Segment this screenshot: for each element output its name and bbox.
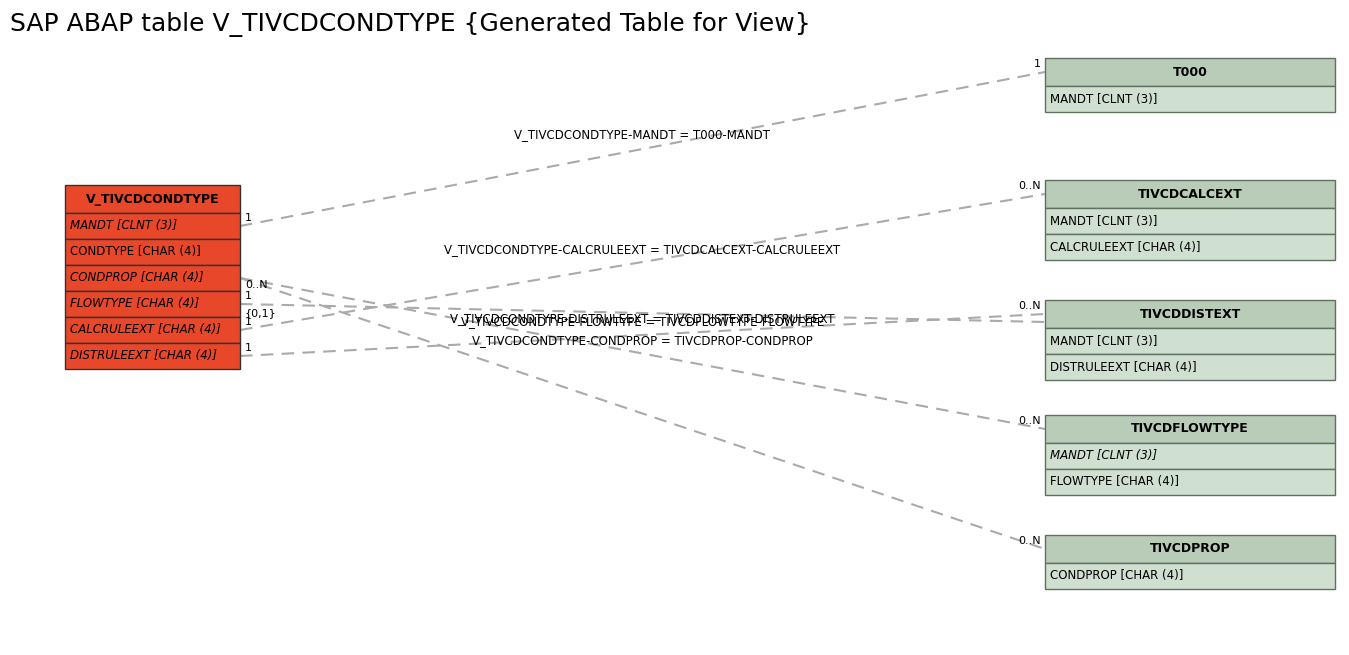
Text: 1: 1 [246, 213, 252, 223]
Text: TIVCDPROP: TIVCDPROP [1149, 542, 1230, 555]
Text: MANDT [CLNT (3)]: MANDT [CLNT (3)] [1050, 214, 1157, 227]
Text: 0..N: 0..N [1018, 536, 1041, 546]
FancyBboxPatch shape [65, 343, 240, 369]
Text: 1: 1 [246, 343, 252, 353]
FancyBboxPatch shape [1045, 535, 1336, 563]
Text: V_TIVCDCONDTYPE-FLOWTYPE = TIVCDFLOWTYPE-FLOWTYPE: V_TIVCDCONDTYPE-FLOWTYPE = TIVCDFLOWTYPE… [461, 315, 824, 328]
Text: TIVCDDISTEXT: TIVCDDISTEXT [1140, 307, 1241, 320]
Text: CONDPROP [CHAR (4)]: CONDPROP [CHAR (4)] [1050, 569, 1183, 582]
FancyBboxPatch shape [1045, 443, 1336, 469]
FancyBboxPatch shape [65, 317, 240, 343]
Text: 0..N: 0..N [1018, 181, 1041, 191]
FancyBboxPatch shape [65, 213, 240, 239]
FancyBboxPatch shape [1045, 86, 1336, 112]
Text: TIVCDFLOWTYPE: TIVCDFLOWTYPE [1130, 422, 1249, 436]
Text: MANDT [CLNT (3)]: MANDT [CLNT (3)] [1050, 449, 1157, 462]
Text: {0,1}: {0,1} [246, 308, 277, 318]
Text: CONDTYPE [CHAR (4)]: CONDTYPE [CHAR (4)] [70, 246, 201, 259]
FancyBboxPatch shape [1045, 354, 1336, 380]
Text: V_TIVCDCONDTYPE-CALCRULEEXT = TIVCDCALCEXT-CALCRULEEXT: V_TIVCDCONDTYPE-CALCRULEEXT = TIVCDCALCE… [444, 243, 840, 256]
Text: V_TIVCDCONDTYPE-DISTRULEEXT = TIVCDDISTEXT-DISTRULEEXT: V_TIVCDCONDTYPE-DISTRULEEXT = TIVCDDISTE… [451, 312, 835, 325]
Text: MANDT [CLNT (3)]: MANDT [CLNT (3)] [1050, 92, 1157, 105]
FancyBboxPatch shape [1045, 415, 1336, 443]
Text: SAP ABAP table V_TIVCDCONDTYPE {Generated Table for View}: SAP ABAP table V_TIVCDCONDTYPE {Generate… [9, 12, 811, 37]
Text: 1: 1 [246, 317, 252, 327]
Text: 0..N: 0..N [1018, 301, 1041, 311]
FancyBboxPatch shape [1045, 208, 1336, 234]
Text: V_TIVCDCONDTYPE-CONDPROP = TIVCDPROP-CONDPROP: V_TIVCDCONDTYPE-CONDPROP = TIVCDPROP-CON… [472, 335, 813, 348]
Text: V_TIVCDCONDTYPE-MANDT = T000-MANDT: V_TIVCDCONDTYPE-MANDT = T000-MANDT [514, 128, 770, 141]
Text: CALCRULEEXT [CHAR (4)]: CALCRULEEXT [CHAR (4)] [1050, 240, 1201, 253]
FancyBboxPatch shape [1045, 328, 1336, 354]
Text: CONDPROP [CHAR (4)]: CONDPROP [CHAR (4)] [70, 272, 204, 284]
Text: FLOWTYPE [CHAR (4)]: FLOWTYPE [CHAR (4)] [1050, 476, 1179, 489]
Text: CALCRULEEXT [CHAR (4)]: CALCRULEEXT [CHAR (4)] [70, 324, 221, 337]
Text: 1: 1 [246, 291, 252, 301]
FancyBboxPatch shape [65, 239, 240, 265]
Text: DISTRULEEXT [CHAR (4)]: DISTRULEEXT [CHAR (4)] [1050, 360, 1197, 373]
FancyBboxPatch shape [1045, 563, 1336, 589]
FancyBboxPatch shape [65, 265, 240, 291]
FancyBboxPatch shape [65, 291, 240, 317]
FancyBboxPatch shape [1045, 300, 1336, 328]
FancyBboxPatch shape [1045, 234, 1336, 260]
Text: MANDT [CLNT (3)]: MANDT [CLNT (3)] [1050, 335, 1157, 348]
Text: FLOWTYPE [CHAR (4)]: FLOWTYPE [CHAR (4)] [70, 297, 200, 310]
Text: TIVCDCALCEXT: TIVCDCALCEXT [1137, 187, 1242, 200]
FancyBboxPatch shape [65, 185, 240, 213]
FancyBboxPatch shape [1045, 469, 1336, 495]
Text: MANDT [CLNT (3)]: MANDT [CLNT (3)] [70, 219, 177, 233]
Text: V_TIVCDCONDTYPE: V_TIVCDCONDTYPE [86, 193, 220, 206]
Text: 0..N: 0..N [1018, 416, 1041, 426]
Text: T000: T000 [1172, 66, 1207, 79]
FancyBboxPatch shape [1045, 180, 1336, 208]
Text: 1: 1 [1033, 59, 1041, 69]
FancyBboxPatch shape [1045, 58, 1336, 86]
Text: DISTRULEEXT [CHAR (4)]: DISTRULEEXT [CHAR (4)] [70, 350, 217, 362]
Text: 0..N: 0..N [246, 280, 267, 290]
